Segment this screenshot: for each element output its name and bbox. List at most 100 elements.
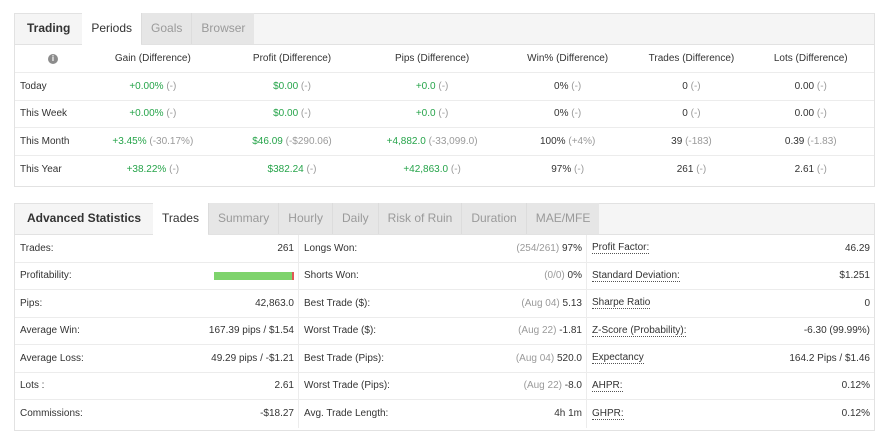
period-difference: (-) xyxy=(166,80,177,92)
profitability-loss-segment xyxy=(291,271,294,280)
stat-label[interactable]: AHPR: xyxy=(592,379,623,392)
stat-sub: (254/261) xyxy=(516,242,560,254)
stat-row: Expectancy 164.2 Pips / $1.46 xyxy=(587,345,874,373)
tab-summary[interactable]: Summary xyxy=(207,203,279,234)
stat-label[interactable]: GHPR: xyxy=(592,407,624,420)
period-cell: +42,863.0 (-) xyxy=(364,164,500,175)
stat-label[interactable]: Profit Factor: xyxy=(592,242,650,255)
period-cell: 261 (-) xyxy=(635,164,747,175)
stat-row: GHPR: 0.12% xyxy=(587,400,874,428)
stat-row: Lots : 2.61 xyxy=(15,373,298,400)
period-value: $46.09 xyxy=(252,135,283,147)
periods-panel: Trading Periods Goals Browser i Gain (Di… xyxy=(14,13,875,187)
tab-browser[interactable]: Browser xyxy=(191,13,255,44)
stat-label: Shorts Won: xyxy=(304,270,359,282)
period-cell: +0.00% (-) xyxy=(86,81,220,92)
tab-hourly[interactable]: Hourly xyxy=(278,203,332,234)
stat-value-wrap: -6.30 (99.99%) xyxy=(804,325,870,336)
stat-row: Worst Trade ($): (Aug 22) -1.81 xyxy=(299,318,586,345)
stat-label: Best Trade (Pips): xyxy=(304,352,385,364)
stat-sub: (Aug 22) xyxy=(523,380,562,392)
stat-value: -6.30 (99.99%) xyxy=(803,325,870,337)
stat-value: 164.2 Pips / $1.46 xyxy=(789,352,870,364)
period-difference: (-) xyxy=(169,163,180,175)
header-lots: Lots (Difference) xyxy=(773,53,848,64)
info-icon[interactable]: i xyxy=(47,54,58,64)
period-difference: (-) xyxy=(438,80,449,92)
tab-daily[interactable]: Daily xyxy=(331,203,378,234)
period-cell: 0.00 (-) xyxy=(748,108,875,119)
stat-value-wrap: 42,863.0 xyxy=(255,298,294,309)
stat-label: Longs Won: xyxy=(304,242,358,254)
stat-row: Worst Trade (Pips): (Aug 22) -8.0 xyxy=(299,373,586,400)
period-value: +42,863.0 xyxy=(403,163,449,175)
stat-value: 4h 1m xyxy=(554,408,582,420)
stat-row: Profitability: xyxy=(15,263,298,290)
top-tabbar: Trading Periods Goals Browser xyxy=(15,13,874,45)
period-difference: (-) xyxy=(438,108,449,120)
stat-value-wrap: 164.2 Pips / $1.46 xyxy=(789,353,870,364)
period-difference: (-) xyxy=(300,80,311,92)
period-cell: +38.22% (-) xyxy=(86,164,220,175)
stats-column-3: Profit Factor: 46.29 Standard Deviation: $1… xyxy=(587,235,874,428)
stat-label[interactable]: Expectancy xyxy=(592,352,644,365)
stat-label: Avg. Trade Length: xyxy=(304,408,389,420)
period-value: 261 xyxy=(676,163,694,175)
tab-risk-of-ruin[interactable]: Risk of Ruin xyxy=(377,203,462,234)
period-cell: 0% (-) xyxy=(500,108,636,119)
stat-sub: (Aug 04) xyxy=(521,297,560,309)
tab-advanced-statistics[interactable]: Advanced Statistics xyxy=(27,211,142,225)
stat-value: -$18.27 xyxy=(260,408,294,420)
stat-sub: (Aug 22) xyxy=(518,325,557,337)
period-label: This Week xyxy=(20,108,68,120)
stat-row: Sharpe Ratio 0 xyxy=(587,290,874,318)
stat-value-wrap: (Aug 04) 520.0 xyxy=(516,353,582,364)
period-value: +4,882.0 xyxy=(386,135,426,147)
period-value: +3.45% xyxy=(112,135,147,147)
stat-label: Trades: xyxy=(20,242,54,254)
period-cell: $46.09 (-$290.06) xyxy=(220,136,365,147)
period-cell: +4,882.0 (-33,099.0) xyxy=(364,136,500,147)
periods-header-row: i Gain (Difference) Profit (Difference) … xyxy=(15,45,874,73)
stat-label: Lots : xyxy=(20,380,45,392)
period-value: 0.39 xyxy=(784,135,805,147)
stat-value-wrap: $1.251 xyxy=(839,270,870,281)
info-cell: i xyxy=(15,53,86,64)
stat-value: $1.251 xyxy=(839,270,870,282)
stat-label[interactable]: Z-Score (Probability): xyxy=(592,324,687,337)
stat-value: -8.0 xyxy=(564,380,582,392)
tab-mae-mfe[interactable]: MAE/MFE xyxy=(525,203,600,234)
period-cell: 0 (-) xyxy=(635,81,747,92)
stat-row: Z-Score (Probability): -6.30 (99.99%) xyxy=(587,318,874,345)
header-pips: Pips (Difference) xyxy=(394,53,470,64)
tab-periods[interactable]: Periods xyxy=(82,13,142,45)
period-value: 97% xyxy=(551,163,572,175)
period-value: +0.0 xyxy=(415,80,436,92)
period-value: 0.00 xyxy=(794,108,815,120)
period-cell: $0.00 (-) xyxy=(220,108,365,119)
stat-value-wrap: (254/261) 97% xyxy=(516,243,582,254)
period-difference: (-) xyxy=(300,108,311,120)
stat-row: Standard Deviation: $1.251 xyxy=(587,263,874,290)
stat-value: 5.13 xyxy=(562,297,582,309)
stat-row: Profit Factor: 46.29 xyxy=(587,235,874,263)
period-label: This Year xyxy=(20,163,62,175)
tab-goals[interactable]: Goals xyxy=(141,13,192,44)
stat-value-wrap: 2.61 xyxy=(275,380,294,391)
tab-duration[interactable]: Duration xyxy=(461,203,526,234)
period-cell: 100% (+4%) xyxy=(500,136,636,147)
stat-row: Commissions: -$18.27 xyxy=(15,400,298,428)
stat-label[interactable]: Standard Deviation: xyxy=(592,269,680,282)
header-trades: Trades (Difference) xyxy=(648,53,735,64)
period-value: +0.00% xyxy=(129,80,164,92)
tab-trades[interactable]: Trades xyxy=(153,203,208,235)
period-difference: (+4%) xyxy=(568,135,596,147)
period-cell: 2.61 (-) xyxy=(748,164,875,175)
header-gain: Gain (Difference) xyxy=(114,53,191,64)
header-win: Win% (Difference) xyxy=(527,53,609,64)
periods-table: i Gain (Difference) Profit (Difference) … xyxy=(15,45,874,183)
tab-trading[interactable]: Trading xyxy=(27,21,71,35)
stat-value-wrap: 4h 1m xyxy=(554,408,582,419)
stat-label[interactable]: Sharpe Ratio xyxy=(592,297,651,310)
stat-value-wrap: (Aug 22) -1.81 xyxy=(518,325,582,336)
